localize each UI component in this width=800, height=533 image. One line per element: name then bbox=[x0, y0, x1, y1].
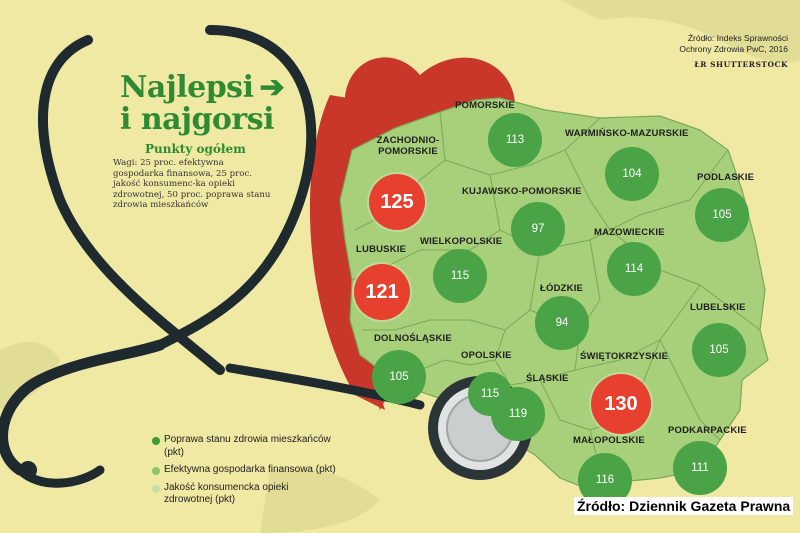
region-label: ŁÓDZKIE bbox=[540, 283, 584, 294]
title-line-1: Najlepsi bbox=[120, 70, 254, 105]
region-score-bubble: 121 bbox=[354, 264, 410, 320]
photo-credit: ŁR SHUTTERSTOCK bbox=[694, 60, 788, 69]
footer-source: Źródło: Dziennik Gazeta Prawna bbox=[574, 497, 794, 515]
region-label: PODLASKIE bbox=[697, 172, 755, 183]
legend-item: Efektywna gospodarka finansowa (pkt) bbox=[150, 464, 339, 477]
region-label: KUJAWSKO-POMORSKIE bbox=[462, 186, 582, 197]
region-label: ŚLĄSKIE bbox=[526, 373, 569, 384]
region-label: MAŁOPOLSKIE bbox=[573, 435, 645, 446]
world-map-shape bbox=[260, 468, 380, 533]
source-line-1: Źródło: Indeks Sprawności bbox=[687, 33, 788, 43]
title: Najlepsi ➔ i najgorsi bbox=[120, 70, 285, 137]
legend-dot-icon bbox=[152, 484, 160, 493]
region-label: OPOLSKIE bbox=[461, 350, 512, 361]
region-score-bubble: 130 bbox=[591, 374, 651, 434]
region-score-bubble: 125 bbox=[369, 174, 425, 230]
source-block: Źródło: Indeks Sprawności Ochrony Zdrowi… bbox=[679, 33, 788, 70]
region-score-bubble: 105 bbox=[372, 350, 426, 404]
region-score-bubble: 113 bbox=[488, 113, 542, 167]
region-label: MAZOWIECKIE bbox=[594, 227, 665, 238]
legend-item: Poprawa stanu zdrowia mieszkańców (pkt) bbox=[150, 434, 339, 459]
region-score-bubble: 104 bbox=[605, 147, 659, 201]
legend-label: Jakość konsumencka opieki zdrowotnej (pk… bbox=[164, 481, 289, 506]
legend-dot-icon bbox=[152, 467, 160, 475]
source-line-2: Ochrony Zdrowia PwC, 2016 bbox=[679, 44, 788, 54]
region-label: ZACHODNIO-POMORSKIE bbox=[376, 135, 440, 157]
region-label: DOLNOŚLĄSKIE bbox=[374, 333, 452, 344]
stethoscope-earpiece bbox=[19, 461, 37, 479]
region-label: WIELKOPOLSKIE bbox=[420, 236, 503, 247]
legend-item: Jakość konsumencka opieki zdrowotnej (pk… bbox=[150, 482, 339, 507]
region-label: ŚWIĘTOKRZYSKIE bbox=[580, 351, 669, 362]
region-score-bubble: 114 bbox=[607, 242, 661, 296]
legend: Poprawa stanu zdrowia mieszkańców (pkt) … bbox=[150, 434, 339, 512]
region-label: LUBUSKIE bbox=[356, 244, 407, 255]
legend-label: Efektywna gospodarka finansowa (pkt) bbox=[164, 464, 336, 475]
arrow-right-icon: ➔ bbox=[259, 70, 285, 105]
region-score-bubble: 115 bbox=[433, 249, 487, 303]
legend-label: Poprawa stanu zdrowia mieszkańców (pkt) bbox=[164, 434, 331, 458]
region-score-bubble: 119 bbox=[491, 387, 545, 441]
subtitle: Punkty ogółem bbox=[145, 142, 246, 156]
region-score-bubble: 111 bbox=[673, 441, 727, 495]
legend-dot-icon bbox=[152, 437, 160, 445]
region-label: PODKARPACKIE bbox=[668, 425, 747, 436]
weights-note: Wagi: 25 proc. efektywna gospodarka fina… bbox=[113, 158, 271, 210]
title-line-2: i najgorsi bbox=[120, 102, 275, 137]
world-map-shape bbox=[560, 0, 800, 63]
region-label: POMORSKIE bbox=[455, 100, 515, 111]
region-score-bubble: 105 bbox=[695, 188, 749, 242]
region-score-bubble: 94 bbox=[535, 296, 589, 350]
region-score-bubble: 105 bbox=[692, 323, 746, 377]
region-label: WARMIŃSKO-MAZURSKIE bbox=[565, 128, 689, 139]
region-score-bubble: 97 bbox=[511, 202, 565, 256]
region-label: LUBELSKIE bbox=[690, 302, 746, 313]
